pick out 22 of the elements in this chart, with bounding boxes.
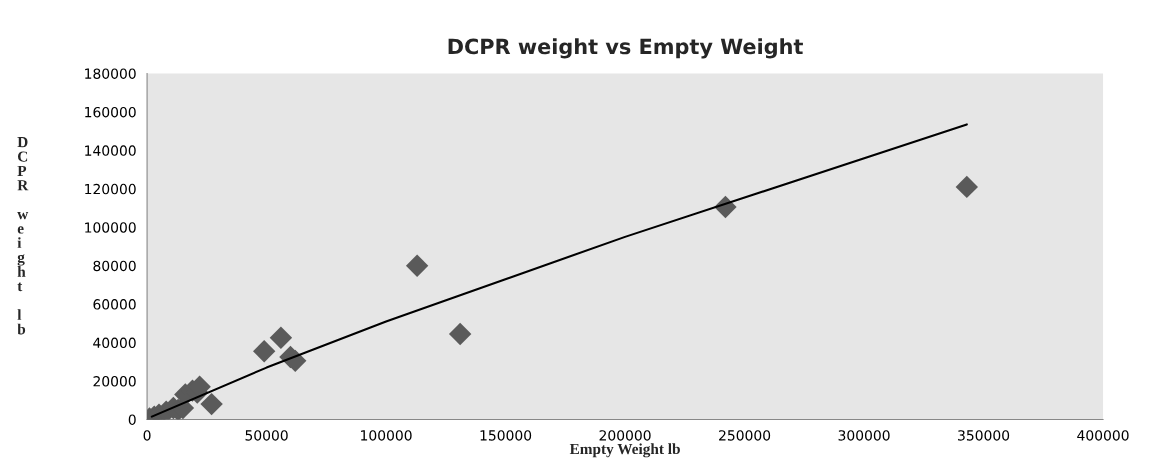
text: DCPR weight lb <box>17 137 29 335</box>
y-tick-label: 60000 <box>93 299 136 310</box>
x-tick-label: 350000 <box>958 430 1010 441</box>
x-axis-title: Empty Weight lb <box>569 443 680 458</box>
y-tick-label: 160000 <box>85 106 136 118</box>
x-tick-label: 100000 <box>361 430 412 441</box>
x-tick-label: 0 <box>143 430 151 441</box>
x-tick-label: 50000 <box>245 430 288 441</box>
x-tick-label: 400000 <box>1077 430 1129 441</box>
chart-title: DCPR weight vs Empty Weight <box>448 38 803 59</box>
y-tick-label: 120000 <box>85 183 136 195</box>
x-tick-label: 300000 <box>838 430 890 441</box>
y-tick-label: 20000 <box>93 376 136 387</box>
y-tick-label: 180000 <box>85 68 136 79</box>
x-tick-label: 200000 <box>599 430 651 441</box>
y-tick-label: 0 <box>128 414 136 425</box>
y-tick-label: 140000 <box>85 145 136 156</box>
x-tick-label: 150000 <box>480 430 532 441</box>
x-tick-label: 250000 <box>719 430 771 441</box>
y-tick-label: 80000 <box>93 260 136 272</box>
y-tick-label: 40000 <box>93 337 136 349</box>
y-tick-label: 100000 <box>85 222 136 233</box>
